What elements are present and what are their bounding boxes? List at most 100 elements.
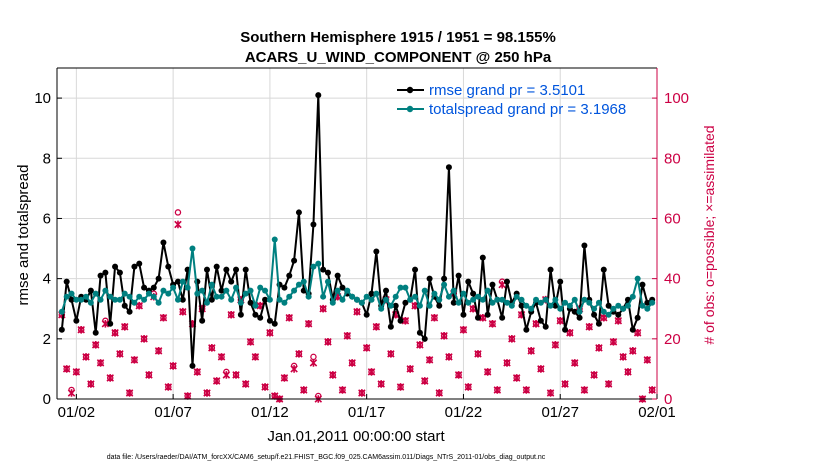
rmse-point-11 <box>112 263 119 270</box>
totalspread-point-106 <box>571 296 578 303</box>
obs-assimilated-point-36 <box>232 371 240 379</box>
obs-assimilated-point-114 <box>609 338 618 346</box>
obs-assimilated-point-50 <box>300 386 308 394</box>
obs-assimilated-point-8 <box>96 359 105 367</box>
obs-assimilated-point-47 <box>285 313 294 322</box>
totalspread-point-77 <box>431 290 438 297</box>
totalspread-point-92 <box>504 299 510 306</box>
obs-assimilated-point-46 <box>280 374 289 382</box>
totalspread-point-89 <box>489 299 496 306</box>
x-tick-label-5: 01/27 <box>541 404 579 421</box>
rmse-point-10 <box>107 320 114 327</box>
totalspread-point-109 <box>586 299 593 306</box>
totalspread-point-113 <box>605 311 612 318</box>
rmse-point-29 <box>199 317 206 324</box>
totalspread-point-117 <box>624 302 631 309</box>
totalspread-point-60 <box>349 293 356 300</box>
obs-assimilated-point-51 <box>304 319 313 328</box>
totalspread-point-80 <box>445 293 452 300</box>
obs-assimilated-point-64 <box>367 368 376 376</box>
rmse-point-0 <box>58 326 65 333</box>
chart-title: Southern Hemisphere 1915 / 1951 = 98.155… <box>240 29 556 46</box>
obs-assimilated-point-75 <box>420 377 429 385</box>
obs-assimilated-point-5 <box>82 353 90 361</box>
totalspread-point-98 <box>533 296 540 303</box>
rmse-point-13 <box>121 302 128 309</box>
totalspread-point-102 <box>552 296 559 303</box>
totalspread-point-122 <box>649 299 656 306</box>
totalspread-point-70 <box>397 284 404 291</box>
obs-assimilated-point-62 <box>358 389 366 397</box>
totalspread-point-21 <box>160 287 167 294</box>
totalspread-point-4 <box>78 296 85 303</box>
rmse-point-63 <box>363 311 370 318</box>
rmse-point-82 <box>455 272 462 279</box>
obs-assimilated-point-113 <box>604 380 613 388</box>
obs-assimilated-point-55 <box>324 338 332 346</box>
totalspread-point-62 <box>358 299 365 306</box>
obs-possible-point-52 <box>310 353 317 361</box>
totalspread-point-57 <box>334 287 341 294</box>
series-lines <box>58 92 656 369</box>
y-tick-label-5: 10 <box>34 90 51 107</box>
totalspread-point-51 <box>305 293 312 300</box>
totalspread-point-20 <box>155 299 162 306</box>
totalspread-point-119 <box>634 275 641 282</box>
obs-assimilated-point-6 <box>87 380 95 388</box>
obs-assimilated-point-78 <box>435 389 444 397</box>
y-tick-label-2: 4 <box>43 271 51 288</box>
obs-assimilated-point-60 <box>348 359 356 367</box>
rmse-point-120 <box>639 281 646 288</box>
obs-assimilated-point-93 <box>508 335 516 343</box>
rmse-point-88 <box>484 311 491 318</box>
totalspread-point-87 <box>479 296 486 303</box>
obs-assimilated-point-89 <box>488 319 497 328</box>
totalspread-point-121 <box>644 305 651 312</box>
rmse-point-83 <box>460 311 467 318</box>
totalspread-point-107 <box>576 308 583 315</box>
y-right-tick-label-3: 60 <box>664 210 681 227</box>
rmse-point-106 <box>571 308 578 315</box>
obs-assimilated-point-12 <box>116 350 124 358</box>
rmse-point-87 <box>479 254 486 261</box>
rmse-point-17 <box>141 284 148 291</box>
obs-assimilated-point-99 <box>537 365 545 373</box>
tick-labels: 01/02 01/07 01/12 01/17 01/22 01/27 02/0102468… <box>34 90 689 421</box>
obs-assimilated-point-66 <box>377 380 385 388</box>
rmse-point-42 <box>262 296 269 303</box>
rmse-point-57 <box>334 272 341 279</box>
rmse-point-65 <box>373 248 380 255</box>
obs-assimilated-point-59 <box>343 332 352 340</box>
totalspread-point-39 <box>247 287 254 294</box>
obs-assimilated-point-20 <box>154 347 163 355</box>
obs-assimilated-point-48 <box>290 365 298 373</box>
rmse-point-37 <box>237 311 244 318</box>
rmse-point-119 <box>634 314 641 321</box>
totalspread-point-43 <box>266 296 273 303</box>
rmse-point-54 <box>320 266 327 273</box>
obs-assimilated-point-17 <box>140 335 148 343</box>
rmse-point-74 <box>416 329 423 336</box>
obs-assimilated-point-71 <box>401 316 410 325</box>
totalspread-point-22 <box>165 290 172 297</box>
obs-assimilated-point-72 <box>406 365 414 373</box>
obs-assimilated-point-23 <box>169 362 177 370</box>
obs-assimilated-point-102 <box>551 341 560 349</box>
obs-assimilated-point-7 <box>91 341 100 349</box>
obs-assimilated-point-76 <box>425 356 434 364</box>
totalspread-point-83 <box>460 290 467 297</box>
totalspread-point-111 <box>595 299 602 306</box>
obs-assimilated-point-3 <box>72 368 81 376</box>
legend-spread-label: totalspread grand pr = 3.1968 <box>429 101 626 118</box>
rmse-point-53 <box>315 92 322 99</box>
totalspread-point-48 <box>291 287 298 294</box>
totalspread-point-36 <box>233 284 240 291</box>
totalspread-point-2 <box>68 290 75 297</box>
totalspread-point-8 <box>97 296 104 303</box>
obs-assimilated-point-14 <box>125 389 134 397</box>
rmse-point-118 <box>629 326 636 333</box>
y-tick-label-3: 6 <box>43 210 51 227</box>
rmse-point-67 <box>383 287 390 294</box>
totalspread-point-58 <box>339 296 346 303</box>
rmse-point-89 <box>489 281 496 288</box>
